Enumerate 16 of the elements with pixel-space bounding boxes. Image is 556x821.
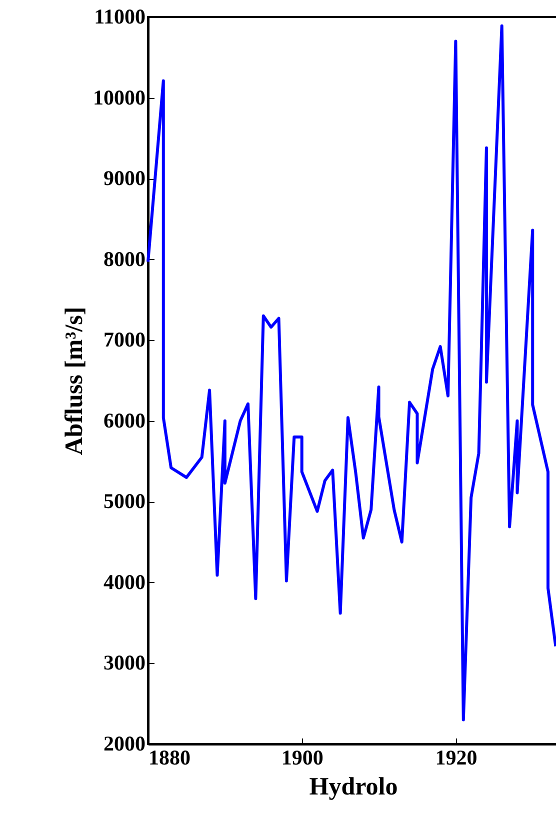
- x-tick-label: 1920: [435, 746, 478, 770]
- line-series: [146, 24, 556, 722]
- y-tick-label: 6000: [104, 408, 146, 432]
- y-tick-label: 8000: [104, 246, 146, 271]
- y-tick-label: 10000: [93, 85, 146, 110]
- x-tick-label: 1900: [281, 746, 324, 770]
- y-tick-label: 11000: [94, 4, 146, 28]
- y-tick-label: 9000: [104, 166, 146, 190]
- y-tick-label: 2000: [104, 732, 146, 756]
- y-tick-label: 4000: [104, 570, 146, 594]
- x-tick-label: 1880: [148, 746, 190, 770]
- x-axis-title: Hydrolo: [309, 774, 398, 800]
- y-tick-label: 5000: [104, 489, 146, 514]
- y-tick-label: 7000: [104, 328, 146, 352]
- y-tick-label: 3000: [104, 650, 146, 675]
- y-axis-title: Abfluss [m³/s]: [61, 306, 88, 456]
